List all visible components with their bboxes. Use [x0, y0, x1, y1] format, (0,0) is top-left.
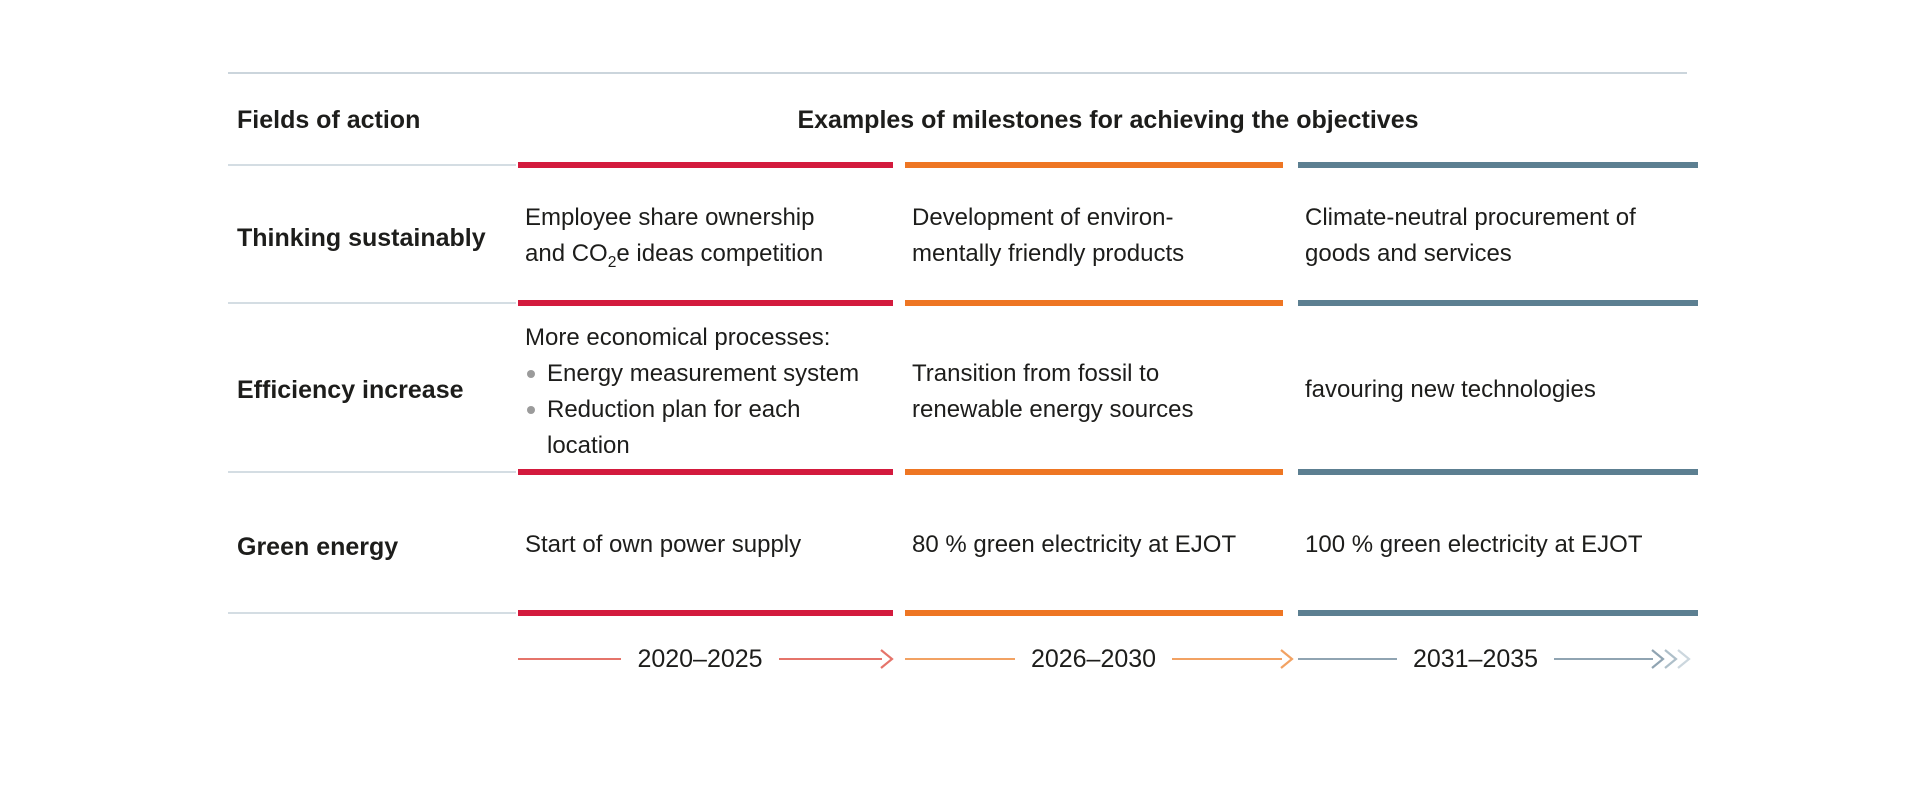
divider-bar-orange	[905, 300, 1283, 306]
divider-bar-red	[518, 162, 893, 168]
timeline-period-2026-2030: 2026–2030	[905, 644, 1295, 673]
milestone-cell: favouring new technologies	[1305, 376, 1596, 403]
divider-gray-segment	[228, 302, 516, 304]
timeline-line	[905, 658, 1015, 660]
chevron-right-icon	[1280, 649, 1294, 669]
divider-gray-segment	[228, 612, 516, 614]
column-header-fields-of-action: Fields of action	[237, 106, 421, 134]
timeline-period-2031-2035: 2031–2035	[1298, 644, 1694, 673]
divider-bar-orange	[905, 162, 1283, 168]
divider-bar-red	[518, 610, 893, 616]
bullet-item: Reduction plan for each location	[525, 392, 859, 464]
divider-gray-segment	[228, 471, 516, 473]
milestone-cell: Transition from fossil to renewable ener…	[912, 360, 1194, 423]
milestone-cell: 80 % green electricity at EJOT	[912, 531, 1237, 558]
divider-bar-red	[518, 300, 893, 306]
divider-gray-segment	[228, 164, 516, 166]
milestone-cell: 100 % green electricity at EJOT	[1305, 531, 1643, 558]
row-label-efficiency-increase: Efficiency increase	[237, 376, 464, 404]
milestone-cell: Start of own power supply	[525, 531, 802, 558]
column-header-milestones: Examples of milestones for achieving the…	[797, 106, 1419, 134]
milestone-cell: Employee share ownership and CO2e ideas …	[525, 204, 824, 271]
row-label-green-energy: Green energy	[237, 533, 399, 561]
milestone-cell: Climate-neutral procurement of goods and…	[1305, 204, 1636, 267]
timeline-label: 2020–2025	[637, 644, 763, 673]
timeline-line	[518, 658, 622, 660]
divider-bar-orange	[905, 610, 1283, 616]
divider-bar-slate	[1298, 300, 1698, 306]
timeline-line	[1554, 658, 1654, 660]
bullet-dot-icon	[527, 406, 535, 414]
divider-bar-orange	[905, 469, 1283, 475]
divider-bar-slate	[1298, 610, 1698, 616]
timeline-line	[1298, 658, 1397, 660]
timeline-label: 2031–2035	[1412, 644, 1539, 673]
bullet-dot-icon	[527, 370, 535, 378]
timeline-label: 2026–2030	[1030, 644, 1157, 673]
timeline-line	[1172, 658, 1283, 660]
milestone-cell: Development of environ- mentally friendl…	[912, 204, 1185, 267]
top-rule	[228, 72, 1687, 74]
divider-bar-slate	[1298, 162, 1698, 168]
milestone-cell: More economical processes: Energy measur…	[525, 320, 859, 464]
divider-bar-slate	[1298, 469, 1698, 475]
divider-bar-red	[518, 469, 893, 475]
co2-subscript: 2	[607, 253, 617, 271]
timeline-period-2020-2025: 2020–2025	[518, 644, 895, 673]
triple-chevron-right-icon	[1651, 649, 1691, 669]
row-label-thinking-sustainably: Thinking sustainably	[237, 224, 486, 252]
bullet-item: Energy measurement system	[525, 356, 859, 392]
chevron-right-icon	[880, 649, 894, 669]
timeline-line	[778, 658, 883, 660]
